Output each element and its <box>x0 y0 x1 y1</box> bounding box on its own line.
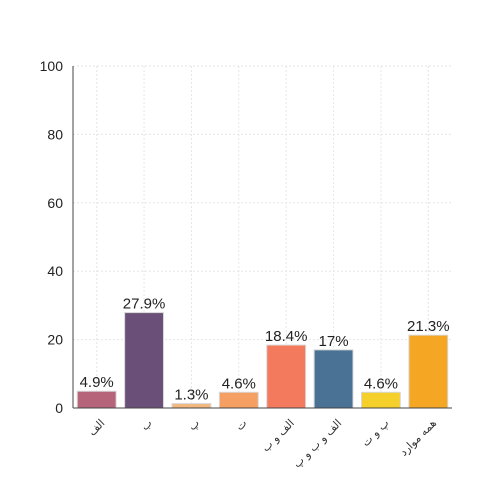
bar <box>218 391 259 409</box>
bar-value-label: 4.6% <box>222 375 256 392</box>
x-tick-label: الف <box>86 417 108 439</box>
bar-value-label: 18.4% <box>265 328 308 345</box>
bar-value-label: 17% <box>319 333 349 350</box>
x-tick-label: ب <box>138 417 155 434</box>
labels: 0 20 40 60 80 100 4.9% الف 27.9% ب 1.3% پ 4.6% ت 18.4%… <box>40 58 450 470</box>
y-tick-label: 40 <box>47 263 63 279</box>
bar-series <box>76 312 449 409</box>
x-tick-label: ت <box>233 417 250 434</box>
y-tick-label: 80 <box>47 126 63 142</box>
bar <box>266 344 307 409</box>
bar <box>408 334 449 409</box>
y-tick-label: 20 <box>47 332 63 348</box>
bar-value-label: 21.3% <box>407 318 450 335</box>
bar-value-label: 4.9% <box>80 374 114 391</box>
bar-value-label: 1.3% <box>174 387 208 404</box>
bar-value-label: 4.6% <box>364 375 398 392</box>
bar <box>361 391 401 409</box>
x-tick-label: پ <box>186 417 203 434</box>
x-tick-label: الف و ب <box>259 417 297 455</box>
bar <box>76 390 117 409</box>
x-tick-label: همه موارد <box>397 416 439 458</box>
y-tick-label: 100 <box>40 58 64 74</box>
x-tick-label: پ و ت <box>359 417 392 450</box>
x-tick-label: الف و ب و پ <box>291 417 345 471</box>
axes <box>72 66 452 409</box>
bar <box>124 312 164 409</box>
bar-value-label: 27.9% <box>123 296 166 313</box>
y-tick-label: 60 <box>47 195 63 211</box>
bar <box>171 403 212 409</box>
y-tick-label: 0 <box>55 400 63 416</box>
bar <box>313 349 354 409</box>
